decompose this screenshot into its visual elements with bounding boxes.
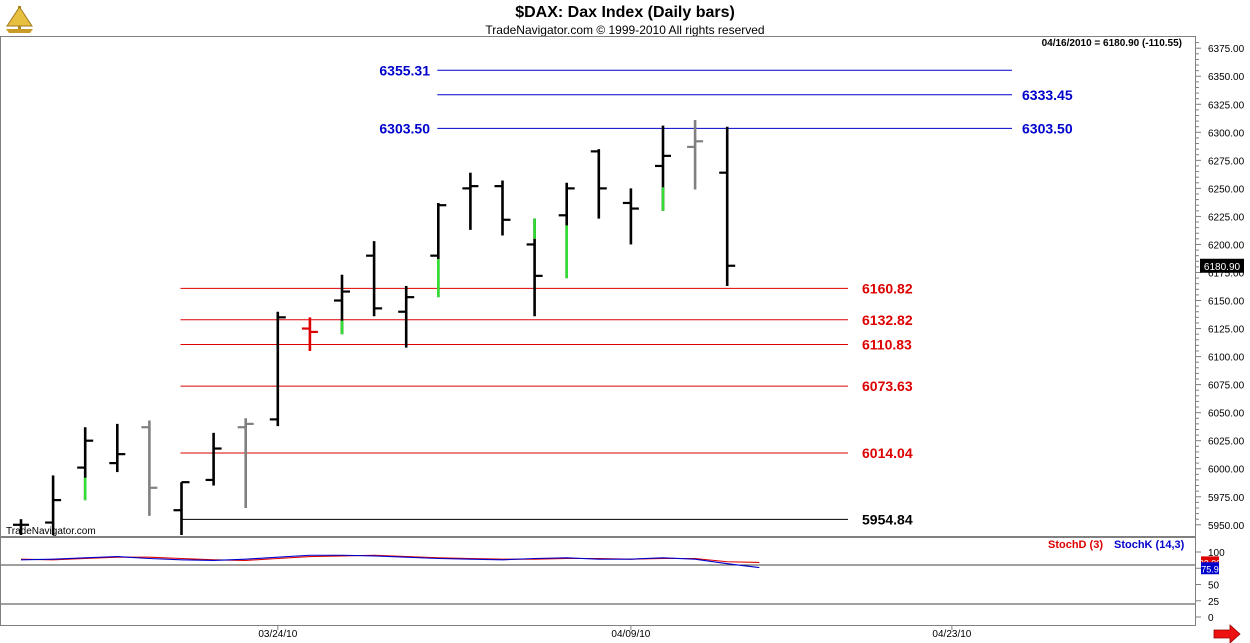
ohlc-bar [366,241,383,317]
stochastic-panel: 0255075100StochD (3)StochK (14,3)83.9975… [1,539,1225,624]
ohlc-bar [334,274,350,335]
ohlc-bar [398,285,415,348]
osc-y-tick-label: 25 [1208,597,1220,608]
price-level-label: 6110.83 [862,336,912,352]
osc-value-box [1201,562,1219,575]
last-quote-label: 04/16/2010 = 6180.90 (-110.55) [1042,38,1182,49]
y-tick-label: 6275.00 [1208,156,1245,167]
osc-value-label: 75.9 [1201,564,1219,574]
price-panel-frame [0,36,1196,537]
last-price-label: 6180.90 [1204,262,1241,273]
y-tick-label: 6375.00 [1208,44,1245,55]
scroll-right-arrow-icon[interactable] [1213,624,1241,643]
price-levels: 6355.31 6333.45 6303.50 6303.50 6160.82 6132.… [180,62,1073,527]
x-tick-label: 03/24/10 [258,629,297,640]
ohlc-bar [205,432,222,486]
y-tick-label: 6150.00 [1208,297,1245,308]
price-level-label: 6073.63 [862,378,913,394]
y-tick-label: 6050.00 [1208,409,1245,420]
date-axis: 03/24/10 04/09/10 04/23/10 [258,626,972,640]
y-tick-label: 6025.00 [1208,437,1245,448]
price-level-label: 6160.82 [862,280,913,296]
price-axis: 5950.00 5975.00 6000.00 6025.00 6050.00 6075.… [1196,42,1245,532]
y-tick-label: 6200.00 [1208,240,1245,251]
price-bars [13,119,736,535]
last-price-marker: 6180.90 [1200,258,1244,273]
chart-subtitle: TradeNavigator.com © 1999-2010 All right… [485,23,764,37]
ohlc-bar [526,218,543,317]
ohlc-bar [141,420,158,516]
y-tick-label: 6075.00 [1208,381,1245,392]
ohlc-bar [655,125,671,211]
chart-title: $DAX: Dax Index (Daily bars) [515,4,735,21]
ohlc-bar [494,180,511,236]
x-tick-label: 04/23/10 [932,629,971,640]
ohlc-bar [719,126,736,286]
y-tick-label: 6100.00 [1208,353,1245,364]
stoch-series-line [20,554,760,569]
ohlc-bar [430,202,447,298]
osc-legend-label: StochK (14,3) [1114,539,1185,551]
x-tick-label: 04/09/10 [611,629,650,640]
oscillator-panel-frame [0,537,1196,626]
price-level-label: 6355.31 [379,62,430,78]
price-level-label: 5954.84 [862,511,913,527]
ohlc-bar [45,475,62,535]
trade-navigator-logo-icon [6,6,33,33]
price-level-label: 6333.45 [1022,87,1073,103]
ohlc-bar [590,149,607,219]
price-level-label: 6303.50 [1022,120,1073,136]
y-tick-label: 5975.00 [1208,493,1245,504]
price-level-label: 6014.04 [862,445,913,461]
y-tick-label: 6250.00 [1208,184,1245,195]
ohlc-bar [301,317,318,351]
osc-y-tick-label: 0 [1208,613,1214,624]
ohlc-bar [13,519,29,535]
osc-legend-label: StochD (3) [1048,539,1103,551]
ohlc-bar [462,172,479,230]
watermark-label: TradeNavigator.com [6,526,96,537]
y-tick-label: 6325.00 [1208,100,1245,111]
ohlc-bar [77,427,94,501]
price-level-label: 6132.82 [862,312,913,328]
y-tick-label: 6175.00 [1208,268,1245,279]
last-price-box [1200,258,1244,273]
ohlc-bar [558,182,575,279]
y-tick-label: 6125.00 [1208,325,1245,336]
ohlc-bar [237,418,254,508]
y-tick-label: 6300.00 [1208,128,1245,139]
y-tick-label: 6225.00 [1208,212,1245,223]
osc-y-tick-label: 50 [1208,581,1220,592]
ohlc-bar [622,188,639,245]
price-level-label: 6303.50 [379,120,430,136]
y-tick-label: 6350.00 [1208,72,1245,83]
ohlc-bar [269,311,286,427]
ohlc-bar [173,481,190,535]
y-tick-label: 5950.00 [1208,521,1245,532]
osc-y-tick-label: 100 [1208,548,1225,559]
y-tick-label: 6000.00 [1208,465,1245,476]
ohlc-bar [687,119,704,190]
ohlc-bar [109,423,126,473]
